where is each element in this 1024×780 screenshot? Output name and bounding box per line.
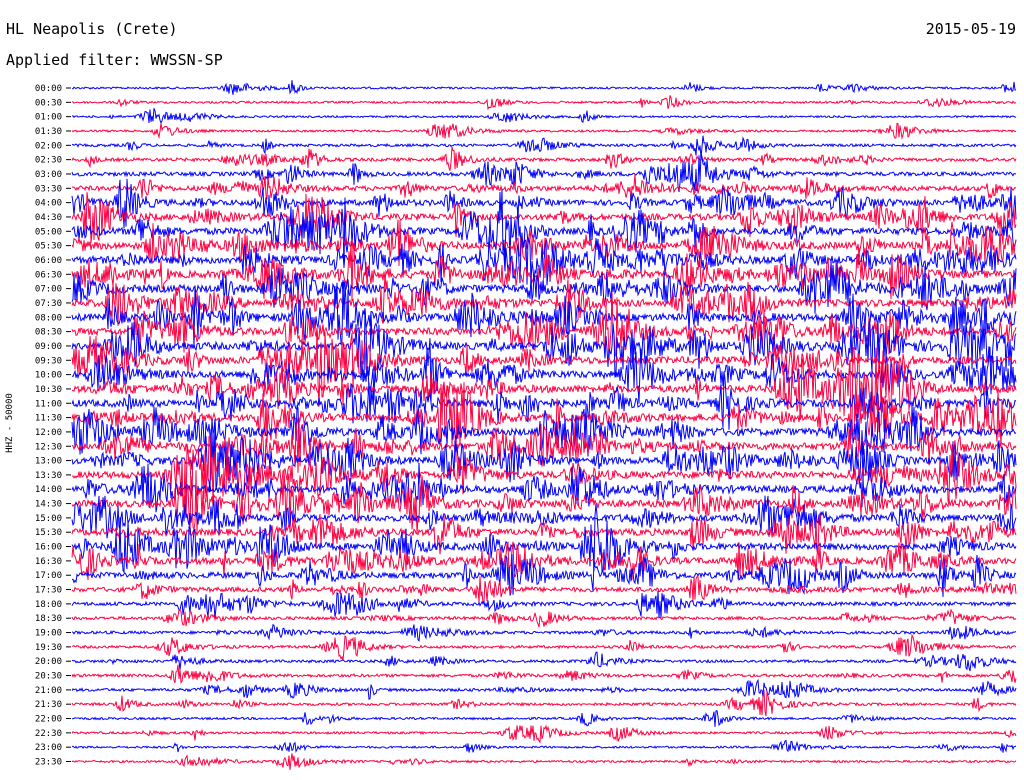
time-tick-label: 03:30 — [35, 184, 62, 194]
trace-line — [71, 135, 1017, 158]
trace-line — [71, 590, 1017, 619]
trace-line — [71, 503, 1017, 574]
trace-line — [71, 279, 1017, 348]
time-tick-label: 18:00 — [35, 600, 62, 610]
time-tick-label: 02:30 — [35, 156, 62, 166]
trace-line — [72, 80, 1017, 95]
time-tick-label: 22:30 — [35, 729, 62, 739]
trace-line — [71, 753, 1017, 770]
time-tick-label: 18:30 — [35, 614, 62, 624]
trace-line — [71, 174, 1017, 202]
time-tick-label: 02:00 — [35, 141, 62, 151]
time-tick-label: 10:30 — [35, 385, 62, 395]
time-tick-label: 03:00 — [35, 170, 62, 180]
trace-line — [71, 192, 1017, 245]
time-tick-label: 04:30 — [35, 213, 62, 223]
trace-line — [71, 419, 1017, 493]
filter-label: Applied filter: WWSSN-SP — [6, 51, 223, 69]
time-tick-label: 01:00 — [35, 113, 62, 123]
time-tick-label: 12:00 — [35, 428, 62, 438]
time-tick-label: 08:30 — [35, 328, 62, 338]
time-tick-label: 17:30 — [35, 586, 62, 596]
time-tick-label: 13:30 — [35, 471, 62, 481]
trace-line — [71, 146, 1017, 171]
time-tick-label: 20:30 — [35, 672, 62, 682]
time-tick-label: 07:30 — [35, 299, 62, 309]
time-tick-label: 19:30 — [35, 643, 62, 653]
trace-group — [71, 80, 1017, 770]
time-tick-label: 17:00 — [35, 571, 62, 581]
trace-line — [71, 540, 1017, 581]
recording-date: 2015-05-19 — [925, 20, 1016, 38]
trace-line — [71, 575, 1017, 604]
trace-line — [71, 152, 1017, 193]
time-tick-label: 04:00 — [35, 199, 62, 209]
trace-line — [72, 710, 1017, 727]
time-tick-label: 05:30 — [35, 242, 62, 252]
trace-line — [71, 678, 1017, 700]
trace-line — [71, 495, 1017, 539]
time-tick-label: 06:30 — [35, 270, 62, 280]
time-tick-label: 08:00 — [35, 313, 62, 323]
time-tick-label: 19:00 — [35, 629, 62, 639]
time-tick-label: 01:30 — [35, 127, 62, 137]
trace-line — [71, 345, 1017, 440]
time-tick-label: 14:00 — [35, 485, 62, 495]
time-tick-label: 11:30 — [35, 414, 62, 424]
time-tick-label: 07:00 — [35, 285, 62, 295]
trace-line — [71, 470, 1017, 535]
time-tick-label: 14:30 — [35, 500, 62, 510]
time-tick-label: 23:30 — [35, 758, 62, 768]
trace-line — [71, 188, 1017, 269]
trace-line — [71, 122, 1017, 140]
time-tick-label: 16:00 — [35, 543, 62, 553]
trace-line — [71, 95, 1017, 111]
time-tick-label: 21:00 — [35, 686, 62, 696]
time-tick-label: 16:30 — [35, 557, 62, 567]
trace-line — [71, 651, 1017, 672]
trace-line — [71, 664, 1017, 684]
trace-line — [72, 434, 1017, 518]
trace-line — [71, 291, 1017, 359]
time-tick-label: 15:00 — [35, 514, 62, 524]
time-tick-label: 00:00 — [35, 84, 62, 94]
time-tick-label: 20:00 — [35, 657, 62, 667]
time-tick-group: 00:00 00:30 01:00 01:30 02:00 02:30 03:00 03:30… — [35, 84, 71, 768]
trace-line — [71, 462, 1017, 513]
trace-line — [71, 404, 1017, 457]
trace-line — [71, 608, 1017, 628]
time-tick-label: 11:00 — [35, 399, 62, 409]
trace-line — [72, 108, 1017, 125]
time-tick-label: 22:00 — [35, 715, 62, 725]
trace-line — [71, 274, 1017, 327]
time-tick-label: 15:30 — [35, 528, 62, 538]
time-tick-label: 21:30 — [35, 700, 62, 710]
time-tick-label: 09:30 — [35, 356, 62, 366]
trace-line — [71, 739, 1017, 754]
station-title: HL Neapolis (Crete) — [6, 20, 178, 38]
time-tick-label: 05:00 — [35, 227, 62, 237]
time-tick-label: 12:30 — [35, 442, 62, 452]
time-tick-label: 00:30 — [35, 98, 62, 108]
trace-line — [71, 417, 1017, 473]
trace-line — [71, 689, 1017, 717]
trace-line — [71, 623, 1017, 642]
trace-line — [72, 633, 1017, 661]
trace-line — [71, 241, 1017, 302]
time-tick-label: 06:00 — [35, 256, 62, 266]
time-tick-label: 10:00 — [35, 371, 62, 381]
trace-line — [71, 512, 1017, 555]
time-tick-label: 23:00 — [35, 743, 62, 753]
time-tick-label: 13:00 — [35, 457, 62, 467]
trace-line — [71, 724, 1017, 744]
trace-line — [71, 260, 1017, 314]
trace-line — [71, 554, 1017, 597]
trace-line — [71, 338, 1017, 404]
time-tick-label: 09:00 — [35, 342, 62, 352]
trace-line — [71, 178, 1017, 229]
